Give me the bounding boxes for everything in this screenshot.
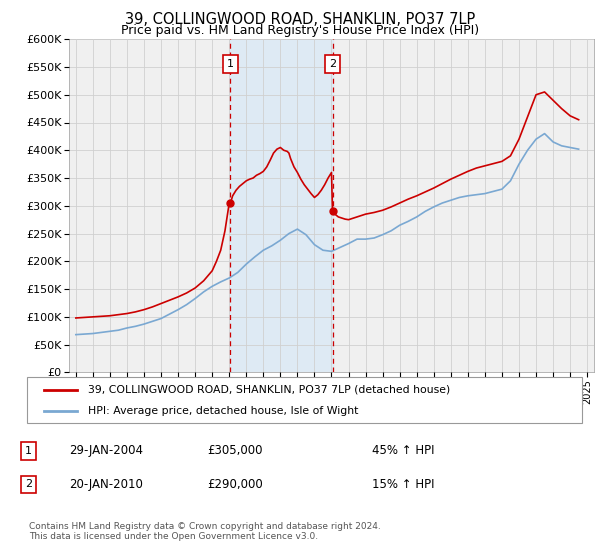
Text: Price paid vs. HM Land Registry's House Price Index (HPI): Price paid vs. HM Land Registry's House … <box>121 24 479 37</box>
Text: 29-JAN-2004: 29-JAN-2004 <box>69 444 143 458</box>
Text: 2: 2 <box>25 479 32 489</box>
Bar <box>230 39 332 372</box>
Text: Contains HM Land Registry data © Crown copyright and database right 2024.
This d: Contains HM Land Registry data © Crown c… <box>29 522 380 542</box>
Text: £305,000: £305,000 <box>207 444 263 458</box>
Text: 45% ↑ HPI: 45% ↑ HPI <box>372 444 434 458</box>
Text: 39, COLLINGWOOD ROAD, SHANKLIN, PO37 7LP (detached house): 39, COLLINGWOOD ROAD, SHANKLIN, PO37 7LP… <box>88 385 450 395</box>
Text: 2: 2 <box>329 59 336 69</box>
Text: 15% ↑ HPI: 15% ↑ HPI <box>372 478 434 491</box>
Text: 20-JAN-2010: 20-JAN-2010 <box>69 478 143 491</box>
Text: HPI: Average price, detached house, Isle of Wight: HPI: Average price, detached house, Isle… <box>88 407 358 416</box>
Text: 1: 1 <box>25 446 32 456</box>
Text: 39, COLLINGWOOD ROAD, SHANKLIN, PO37 7LP: 39, COLLINGWOOD ROAD, SHANKLIN, PO37 7LP <box>125 12 475 27</box>
FancyBboxPatch shape <box>27 377 582 423</box>
Text: 1: 1 <box>227 59 234 69</box>
Text: £290,000: £290,000 <box>207 478 263 491</box>
